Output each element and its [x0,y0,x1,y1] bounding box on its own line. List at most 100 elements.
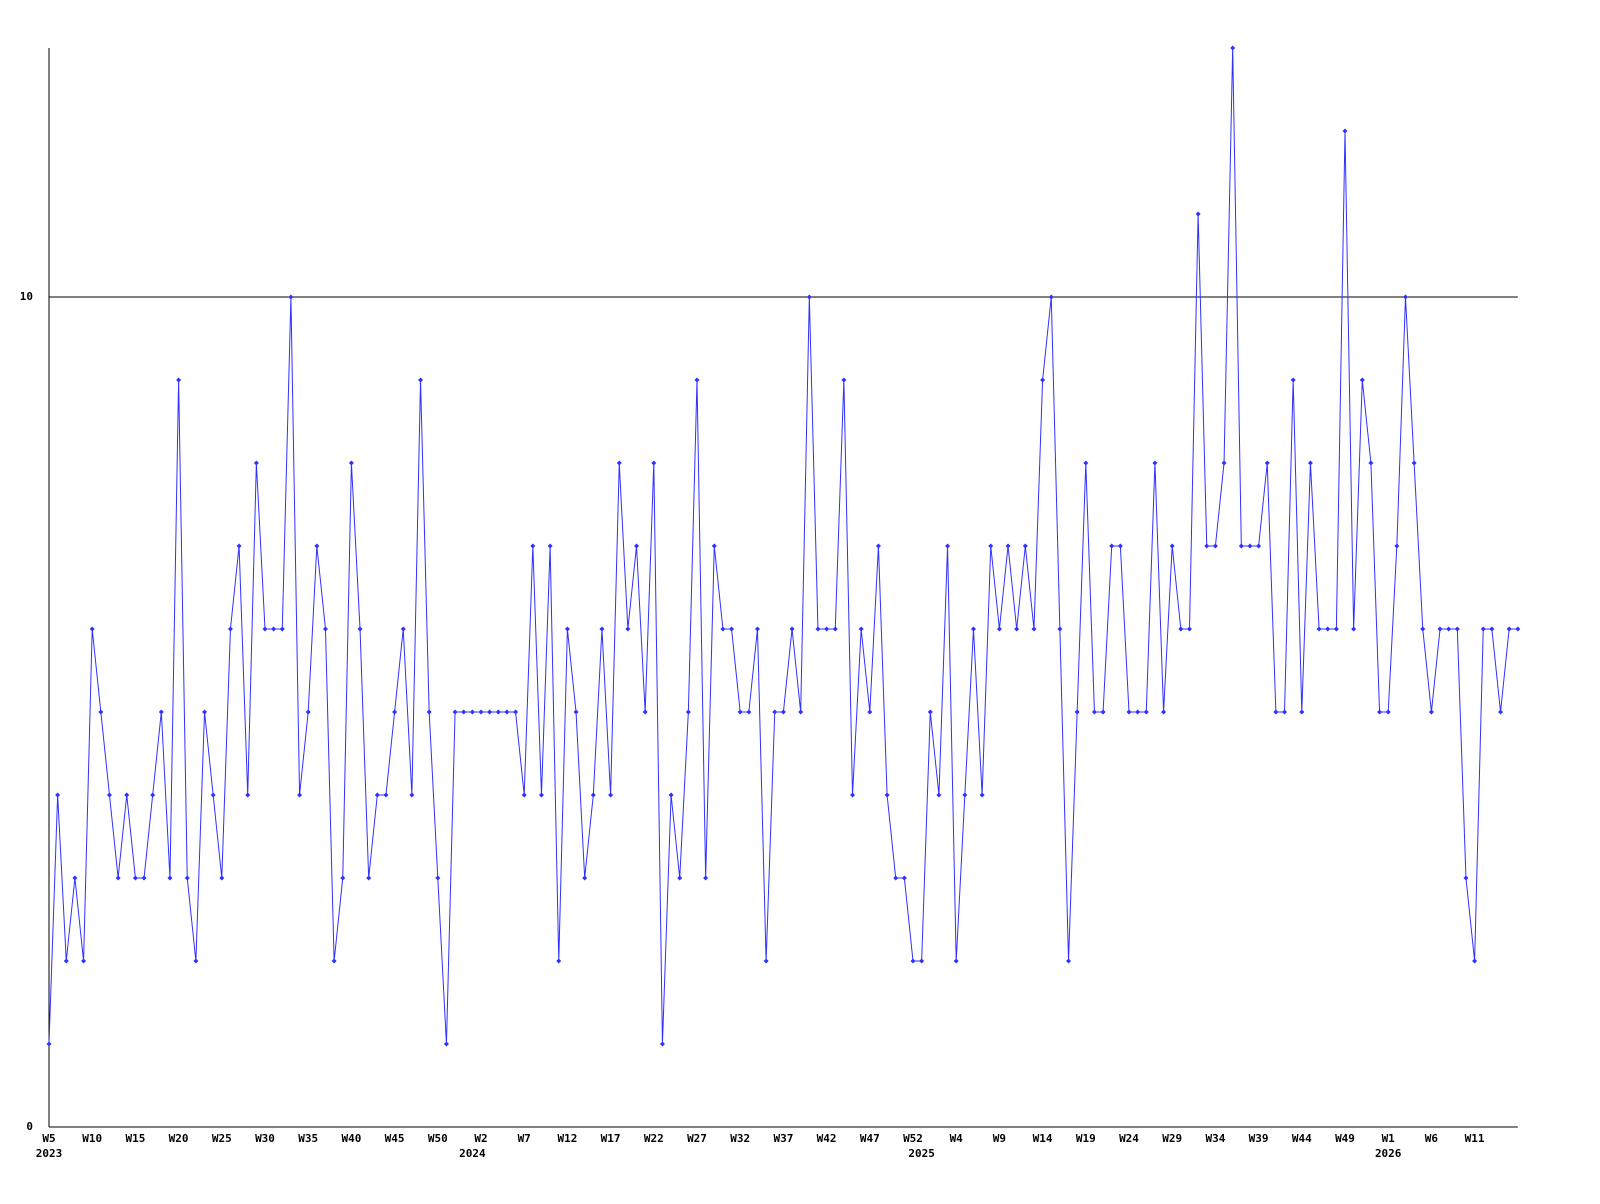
x-tick-label: W14 [1033,1132,1053,1145]
data-point [193,958,199,964]
data-point [1100,709,1106,715]
x-tick-label: W25 [212,1132,232,1145]
x-tick-label: W32 [730,1132,750,1145]
data-point [98,709,104,715]
data-point [996,626,1002,632]
data-point [245,792,251,798]
x-tick-label: W4 [950,1132,964,1145]
data-point [1342,128,1348,134]
data-point [305,709,311,715]
data-point [530,543,536,549]
data-point [729,626,735,632]
data-point [1273,709,1279,715]
data-point [219,875,225,881]
data-point [1057,626,1063,632]
data-point [124,792,130,798]
x-year-label: 2024 [459,1147,486,1160]
data-point [1048,294,1054,300]
data-point [1186,626,1192,632]
data-point [1472,958,1478,964]
data-point [478,709,484,715]
x-year-label: 2023 [36,1147,63,1160]
data-point [1195,211,1201,217]
data-point [694,377,700,383]
data-point [1005,543,1011,549]
data-point [331,958,337,964]
data-point [547,543,553,549]
data-point [720,626,726,632]
x-tick-label: W30 [255,1132,275,1145]
data-point [590,792,596,798]
data-point [988,543,994,549]
data-point [616,460,622,466]
data-point [824,626,830,632]
data-point [1014,626,1020,632]
data-point [227,626,233,632]
data-point [1368,460,1374,466]
data-point [288,294,294,300]
data-point [521,792,527,798]
data-point [1212,543,1218,549]
data-point [322,626,328,632]
data-point [564,626,570,632]
data-point [262,626,268,632]
data-point [841,377,847,383]
data-point [279,626,285,632]
x-tick-label: W20 [169,1132,189,1145]
x-year-label: 2025 [908,1147,935,1160]
data-point [763,958,769,964]
data-point [184,875,190,881]
x-tick-label: W52 [903,1132,923,1145]
x-tick-label: W12 [557,1132,577,1145]
x-tick-label: W34 [1205,1132,1225,1145]
data-point [711,543,717,549]
y-tick-label: 10 [20,290,33,303]
data-point [236,543,242,549]
x-tick-label: W42 [817,1132,837,1145]
x-tick-label: W45 [385,1132,405,1145]
data-point [150,792,156,798]
data-point [210,792,216,798]
data-point [556,958,562,964]
data-point [1446,626,1452,632]
x-tick-label: W22 [644,1132,664,1145]
data-point [1489,626,1495,632]
data-point [1117,543,1123,549]
x-tick-label: W47 [860,1132,880,1145]
data-point [435,875,441,881]
data-point [132,875,138,881]
data-point [884,792,890,798]
data-point [936,792,942,798]
data-point [832,626,838,632]
data-point [625,626,631,632]
data-point [1402,294,1408,300]
data-point [798,709,804,715]
data-point [1385,709,1391,715]
data-point [72,875,78,881]
data-point [271,626,277,632]
data-point [340,875,346,881]
data-point [1420,626,1426,632]
x-tick-label: W37 [773,1132,793,1145]
data-point [858,626,864,632]
data-point [1307,460,1313,466]
data-point [979,792,985,798]
data-point [901,875,907,881]
data-point [167,875,173,881]
data-point [1152,460,1158,466]
data-point [582,875,588,881]
x-tick-label: W39 [1249,1132,1269,1145]
data-point [1411,460,1417,466]
data-point [850,792,856,798]
x-tick-label: W17 [601,1132,621,1145]
data-point [668,792,674,798]
data-point [1169,543,1175,549]
data-point [634,543,640,549]
data-point [599,626,605,632]
x-tick-label: W1 [1382,1132,1396,1145]
x-tick-label: W29 [1162,1132,1182,1145]
data-point [383,792,389,798]
x-tick-label: W50 [428,1132,448,1145]
x-tick-label: W24 [1119,1132,1139,1145]
data-point [1498,709,1504,715]
